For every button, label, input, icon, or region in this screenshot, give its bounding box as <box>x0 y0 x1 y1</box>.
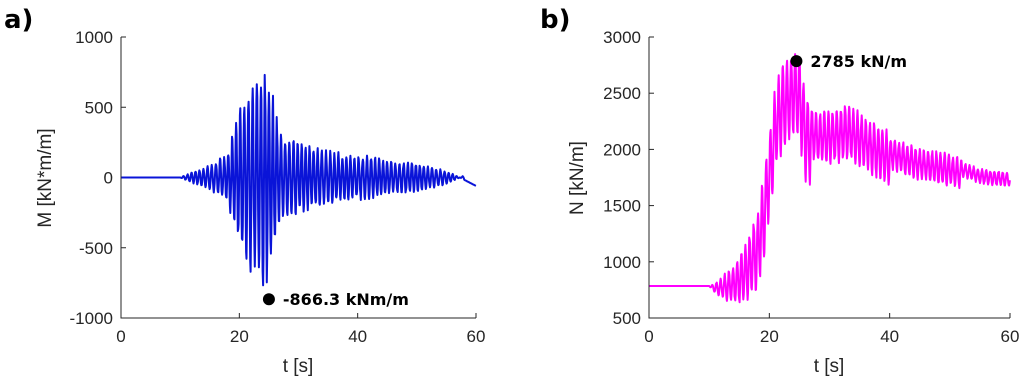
panel-b-annotation-text: 2785 kN/m <box>810 52 907 71</box>
x-tick-label: 20 <box>760 327 779 346</box>
y-tick-label: 1000 <box>75 28 113 47</box>
panel-a-axes <box>120 37 476 319</box>
x-tick-label: 20 <box>230 327 249 346</box>
x-tick-label: 0 <box>644 327 653 346</box>
panel-a: a) 0 20 40 60 1000 500 0 -500 -1000 t [s] M [kN*… <box>4 5 485 377</box>
panel-a-plot-area <box>120 73 477 306</box>
panel-a-ylabel: M [kN*m/m] <box>35 128 56 227</box>
y-tick-label: 500 <box>613 309 641 328</box>
panel-b-plot-area <box>648 53 1011 304</box>
y-tick-label: 500 <box>85 98 113 117</box>
y-tick-label: -500 <box>79 239 113 258</box>
y-tick-label: 2500 <box>603 84 641 103</box>
panel-b-ylabel: N [kN/m] <box>567 141 588 215</box>
panel-a-xlabel: t [s] <box>283 356 314 377</box>
y-tick-label: 1000 <box>603 253 641 272</box>
panel-b-label: b) <box>540 5 571 35</box>
panel-a-ticks: 0 20 40 60 1000 500 0 -500 -1000 <box>70 28 486 346</box>
x-tick-label: 0 <box>116 327 125 346</box>
y-tick-label: -1000 <box>70 309 113 328</box>
y-tick-label: 2000 <box>603 140 641 159</box>
x-tick-label: 40 <box>348 327 367 346</box>
annotation-marker <box>262 293 275 306</box>
panel-a-label: a) <box>4 5 33 35</box>
y-tick-label: 1500 <box>603 197 641 216</box>
panel-b-axes <box>648 37 1010 319</box>
panel-a-annotation-text: -866.3 kNm/m <box>283 290 409 309</box>
x-tick-label: 60 <box>467 327 486 346</box>
y-tick-label: 3000 <box>603 28 641 47</box>
panel-b-ticks: 0 20 40 60 3000 2500 2000 1500 1000 500 <box>603 28 1019 346</box>
x-tick-label: 60 <box>1001 327 1020 346</box>
series-line <box>120 73 477 287</box>
panel-b-xlabel: t [s] <box>814 356 845 377</box>
annotation-marker <box>790 55 803 68</box>
series-line <box>648 53 1011 304</box>
y-tick-label: 0 <box>104 169 113 188</box>
x-tick-label: 40 <box>880 327 899 346</box>
